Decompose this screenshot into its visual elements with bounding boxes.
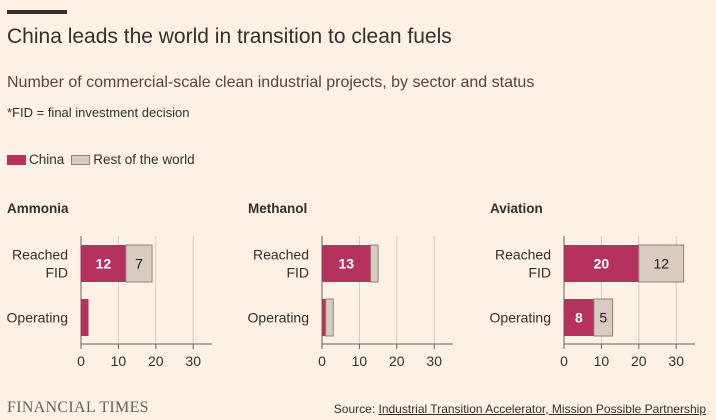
x-tick-label: 0 [318, 353, 326, 369]
x-tick-label: 10 [111, 353, 127, 369]
category-label: Operating [490, 310, 551, 326]
chart-subtitle: Number of commercial-scale clean industr… [7, 74, 535, 91]
x-tick-label: 30 [426, 353, 442, 369]
category-label: FID [45, 265, 68, 281]
ft-logo: FINANCIAL TIMES [7, 399, 149, 416]
panel-title-ammonia: Ammonia [7, 201, 69, 216]
x-tick-label: 20 [389, 353, 405, 369]
chart-title: China leads the world in transition to c… [7, 25, 452, 48]
x-tick-label: 20 [148, 353, 164, 369]
panel-methanol: 0 10 20 30 13 Reached FID Operating [248, 236, 453, 369]
source-prefix: Source: [333, 402, 379, 416]
source-note: Source: Industrial Transition Accelerato… [334, 402, 706, 416]
category-label: Reached [12, 247, 68, 263]
bar-china [81, 299, 89, 336]
x-tick-label: 0 [560, 353, 568, 369]
legend-label-china: China [29, 152, 65, 167]
data-label: 13 [339, 256, 355, 272]
panel-title-aviation: Aviation [490, 201, 543, 216]
category-label: FID [528, 265, 551, 281]
bar-rest-of-world [370, 244, 379, 283]
bar-china [564, 299, 594, 336]
data-label: 7 [135, 256, 143, 272]
legend-item-rest: Rest of the world [71, 152, 195, 167]
panel-title-methanol: Methanol [248, 201, 308, 216]
bar-rest-of-world [325, 298, 334, 337]
legend: China Rest of the world [7, 152, 202, 167]
bar-rest-of-world [125, 244, 153, 283]
x-tick-label: 10 [352, 353, 368, 369]
data-label: 20 [594, 256, 610, 272]
x-tick-label: 0 [77, 353, 85, 369]
bar-china [322, 245, 371, 282]
panel-aviation: 0 10 20 30 20 12 Reached FID 8 5 Operating [490, 236, 695, 369]
legend-item-china: China [7, 152, 64, 167]
category-label: Operating [7, 310, 68, 326]
data-label: 12 [653, 256, 669, 272]
category-label: Operating [248, 310, 309, 326]
x-tick-label: 30 [185, 353, 201, 369]
category-label: Reached [253, 247, 309, 263]
bar-china [564, 245, 639, 282]
x-tick-label: 30 [668, 353, 684, 369]
bar-rest-of-world [593, 298, 614, 337]
legend-swatch-rest [71, 154, 91, 165]
top-accent-bar [7, 10, 67, 14]
bar-china [322, 299, 326, 336]
bar-china [81, 245, 126, 282]
x-tick-label: 10 [594, 353, 610, 369]
source-link[interactable]: Industrial Transition Accelerator, Missi… [378, 402, 707, 416]
legend-swatch-china [7, 154, 26, 165]
legend-label-rest: Rest of the world [93, 152, 195, 167]
data-label: 12 [96, 256, 112, 272]
data-label: 5 [599, 310, 607, 326]
bar-rest-of-world [638, 244, 685, 283]
data-label: 8 [575, 310, 583, 326]
category-label: Reached [495, 247, 551, 263]
fid-footnote: *FID = final investment decision [7, 105, 190, 120]
x-tick-label: 20 [631, 353, 647, 369]
category-label: FID [286, 265, 309, 281]
panel-ammonia: 0 10 20 30 12 7 Reached FID Operating [7, 236, 212, 369]
